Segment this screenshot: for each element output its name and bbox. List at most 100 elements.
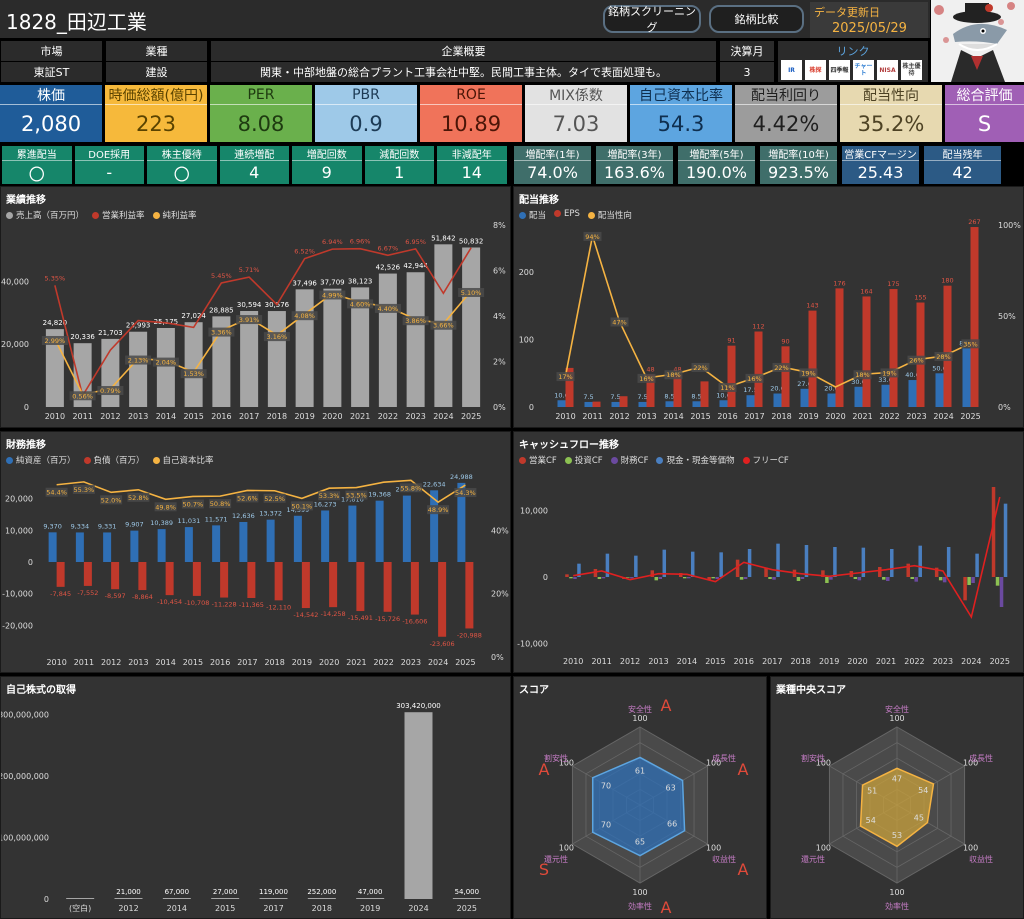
label-bg-net-11	[347, 299, 374, 309]
performance-panel: 業績推移 売上高（百万円） 営業利益率 純利益率 0 20,000 40,000 0%…	[0, 186, 511, 428]
label-liabilities-1: -7,552	[77, 589, 98, 597]
radar-max-6-2: 100	[963, 844, 978, 853]
label-net-7: 3.91%	[239, 316, 260, 324]
label-liabilities-13: -16,606	[402, 618, 427, 626]
radar-area-5	[591, 756, 686, 857]
cat-p-8: 2018	[267, 412, 287, 421]
radar-max-6-4: 100	[816, 844, 831, 853]
link-3-icon[interactable]: チャート	[853, 60, 874, 80]
legend-liabilities: 負債（百万）	[83, 454, 145, 466]
cat-cf-10: 2020	[847, 657, 867, 666]
link-5-icon[interactable]: 株主優待	[901, 60, 922, 80]
score-title: スコア	[519, 685, 549, 696]
kpi-1-label: 時価総額(億円)	[105, 85, 207, 105]
label-net-assets-1: 9,334	[71, 522, 90, 530]
label-sales-3: 23,993	[126, 322, 151, 330]
performance-title: 業績推移	[6, 195, 46, 206]
bar-liabilities-15	[465, 562, 474, 629]
label-liabilities-8: -12,110	[266, 603, 291, 611]
label-eps-14: 180	[941, 277, 953, 285]
label-sales-6: 28,885	[209, 306, 234, 314]
bar-inv-cf-11	[882, 577, 886, 580]
kpi-0-label: 株価	[0, 85, 102, 105]
market-label: 市場	[1, 41, 102, 61]
bar-buyback-1	[114, 898, 143, 899]
tick-p-y2-1: 2%	[493, 358, 506, 367]
bar-inv-cf-0	[569, 577, 573, 579]
link-2-icon[interactable]: 四季報	[829, 60, 850, 80]
radar-grade-5-4: S	[539, 860, 549, 879]
radar-axis-5-4: 還元性	[544, 854, 568, 864]
bar-liabilities-5	[192, 562, 201, 596]
label-op-11: 6.96%	[350, 238, 371, 246]
kpi-2-value: 8.08	[237, 111, 285, 136]
bar-liabilities-1	[83, 562, 92, 586]
line-payout	[564, 235, 971, 388]
bar-fin-cf-4	[686, 577, 691, 579]
tick-f-y-2: 0	[28, 558, 33, 567]
bar-dividend-6	[719, 400, 728, 407]
bar-dividend-12	[881, 384, 890, 407]
stat-2-label: 株主優待	[147, 146, 217, 161]
label-bg-net-9	[291, 311, 318, 321]
stock-screening-button[interactable]: 銘柄スクリーニング	[603, 5, 701, 34]
tick-f-y-0: -20,000	[2, 621, 33, 630]
link-1-icon[interactable]: 株探	[805, 60, 826, 80]
stat-9: 増配率(5年) 190.0%	[678, 146, 755, 184]
label-net-3: 2.13%	[128, 357, 149, 365]
stat-7-label: 増配率(1年)	[514, 146, 591, 161]
cat-cf-4: 2014	[677, 657, 697, 666]
bar-sales-1	[73, 343, 92, 407]
bar-fin-cf-5	[715, 577, 719, 579]
label-equity-4: 49.8%	[155, 503, 176, 511]
cat-p-1: 2011	[72, 412, 92, 421]
label-net-assets-5: 11,031	[178, 517, 201, 525]
radar-max-6-3: 100	[889, 888, 904, 897]
legend-sales: 売上高（百万円）	[6, 209, 84, 221]
kpi-8-value: 35.2%	[857, 111, 925, 136]
label-bg-equity-10	[318, 491, 341, 501]
legend-inv-cf: 投資CF	[564, 454, 603, 466]
label-net-assets-10: 16,273	[314, 500, 337, 508]
tick-p-y2-0: 0%	[493, 403, 506, 412]
label-eps-4: 48	[673, 366, 681, 374]
summary-label: 企業概要	[211, 41, 716, 61]
label-bg-equity-1	[72, 484, 95, 494]
label-equity-0: 54.4%	[46, 489, 67, 497]
bar-eps-15	[970, 227, 979, 407]
link-4-icon[interactable]: NISA	[877, 60, 898, 80]
stat-2: 株主優待〇	[147, 146, 217, 184]
radar-grade-5-2: A	[738, 860, 749, 879]
label-equity-10: 53.3%	[319, 492, 340, 500]
bar-liabilities-4	[165, 562, 174, 596]
cashflow-title: キャッシュフロー推移	[519, 440, 619, 451]
bar-eps-4	[673, 374, 682, 407]
label-liabilities-2: -8,597	[105, 592, 126, 600]
label-bg-net-5	[180, 369, 207, 379]
label-bg-net-2	[97, 386, 124, 396]
label-bg-net-1	[69, 391, 96, 401]
label-buyback-5: 252,000	[307, 888, 336, 896]
bar-liabilities-9	[301, 562, 310, 609]
kpi-6-value: 54.3	[657, 111, 705, 136]
stock-compare-button[interactable]: 銘柄比較	[709, 5, 804, 33]
label-bg-equity-2	[100, 495, 123, 505]
finance-panel: 財務推移 純資産（百万） 負債（百万） 自己資本比率 -20,000 -10,00…	[0, 431, 511, 673]
bar-inv-cf-8	[796, 577, 801, 581]
link-0-icon[interactable]: IR	[781, 60, 802, 80]
label-sales-10: 37,709	[320, 279, 345, 287]
cat-bb-8: 2025	[457, 904, 477, 913]
label-net-assets-7: 12,636	[232, 512, 255, 520]
label-net-6: 3.36%	[211, 329, 232, 337]
bar-dividend-2	[611, 401, 620, 407]
tick-d-y2-0: 0%	[998, 403, 1011, 412]
label-payout-1: 94%	[585, 233, 599, 241]
label-eps-13: 155	[914, 294, 926, 302]
bar-eps-2	[619, 396, 628, 407]
bar-fin-cf-13	[942, 577, 947, 583]
cat-cf-11: 2021	[876, 657, 896, 666]
kpi-5-label: MIX係数	[525, 85, 627, 105]
bar-op-cf-13	[934, 567, 939, 577]
kpi-6: 自己資本比率 54.3	[630, 85, 732, 142]
cat-f-5: 2015	[183, 658, 203, 667]
